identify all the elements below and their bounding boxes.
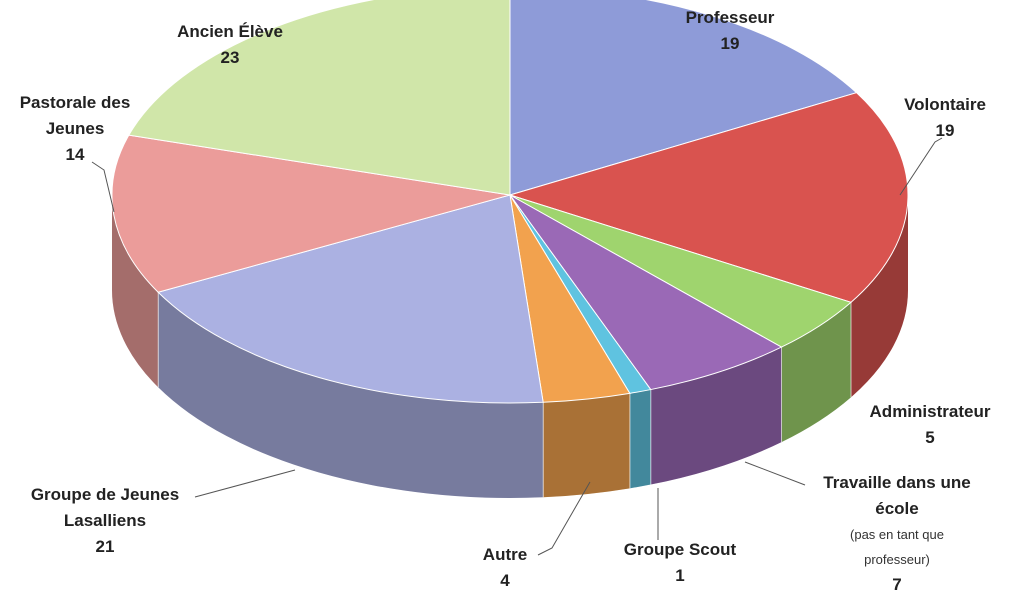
leader-line <box>537 481 591 556</box>
slice-side <box>629 389 651 489</box>
pie-tops <box>111 0 909 404</box>
value-label: 1 <box>675 566 685 585</box>
slice-label: Ancien Élève 23 <box>150 19 310 71</box>
slice-side-shade <box>629 389 651 489</box>
slice-side <box>650 347 782 485</box>
slice <box>509 0 858 196</box>
leader-line <box>899 137 943 196</box>
slice <box>157 194 544 404</box>
slice-side-shade <box>112 195 159 388</box>
slice-side <box>543 393 630 498</box>
slice-side-shade <box>158 292 544 498</box>
slice-label: Professeur 19 <box>650 5 810 57</box>
category-label: Ancien Élève <box>177 22 283 41</box>
slice-side <box>850 195 908 398</box>
slice <box>509 194 783 391</box>
category-label: Volontaire <box>904 95 986 114</box>
slice-side-shade <box>650 347 782 485</box>
category-label: Travaille dans une école <box>823 473 971 518</box>
slice-label: Travaille dans une école (pas en tant que… <box>805 470 990 598</box>
slice-label: Volontaire 19 <box>865 92 1012 144</box>
slice-side-shade <box>850 195 908 398</box>
category-label: Pastorale des Jeunes <box>19 93 131 138</box>
slice-side-shade <box>543 393 630 498</box>
slice <box>128 0 511 196</box>
annotation: (pas en tant que professeur) <box>850 527 944 567</box>
category-label: Groupe de Jeunes Lasalliens <box>30 485 180 530</box>
slice <box>111 134 511 293</box>
slice-side <box>158 292 544 498</box>
category-label: Groupe Scout <box>623 540 737 559</box>
slice-label: Groupe Scout 1 <box>595 537 765 589</box>
leader-line <box>744 461 806 486</box>
value-label: 14 <box>65 145 85 164</box>
slice <box>508 92 909 303</box>
slice-label: Autre 4 <box>455 542 555 594</box>
slice-label: Pastorale des Jeunes 14 <box>5 90 145 168</box>
value-label: 21 <box>95 537 115 556</box>
pie-sides <box>112 195 908 498</box>
leader-lines <box>91 137 943 556</box>
value-label: 7 <box>892 575 902 594</box>
slice-side-shade <box>781 302 851 443</box>
slice-label: Groupe de Jeunes Lasalliens 21 <box>5 482 205 560</box>
category-label: Autre <box>482 545 528 564</box>
slice-side <box>781 302 851 443</box>
leader-line <box>194 469 296 498</box>
value-label: 4 <box>500 571 510 590</box>
slice-label: Administrateur 5 <box>840 399 1012 451</box>
leader-line <box>91 161 115 213</box>
slice-side <box>112 195 159 388</box>
value-label: 5 <box>925 428 935 447</box>
category-label: Administrateur <box>869 402 991 421</box>
value-label: 19 <box>935 121 955 140</box>
category-label: Professeur <box>685 8 775 27</box>
value-label: 23 <box>220 48 240 67</box>
value-label: 19 <box>720 34 740 53</box>
